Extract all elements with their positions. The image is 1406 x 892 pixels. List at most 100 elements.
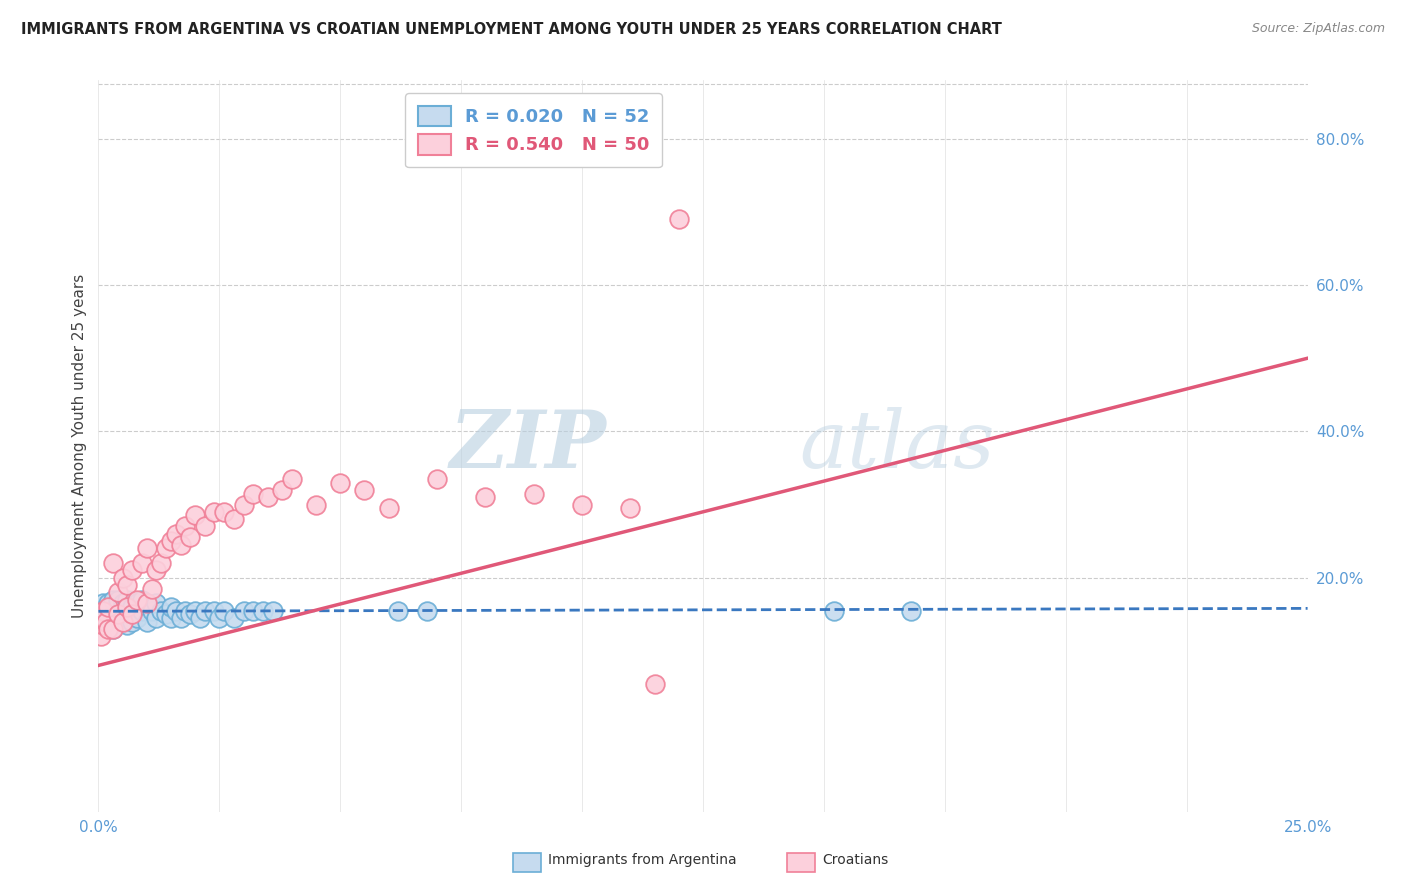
Point [377, 501, 399, 516]
Point [571, 498, 593, 512]
Point [145, 563, 167, 577]
Point [222, 611, 245, 625]
Point [668, 212, 690, 227]
Point [169, 611, 191, 625]
Point [165, 526, 187, 541]
Point [222, 512, 245, 526]
Point [97, 615, 120, 629]
Point [91, 611, 114, 625]
Point [252, 603, 274, 617]
Point [101, 607, 124, 622]
Point [121, 607, 143, 622]
Point [135, 596, 157, 610]
Point [131, 556, 153, 570]
Point [107, 611, 129, 625]
Point [121, 599, 143, 614]
Legend: R = 0.020   N = 52, R = 0.540   N = 50: R = 0.020 N = 52, R = 0.540 N = 50 [405, 93, 662, 167]
Point [127, 611, 149, 625]
Point [644, 676, 666, 690]
Point [97, 622, 120, 636]
Point [165, 603, 187, 617]
Point [127, 596, 149, 610]
Point [121, 615, 143, 629]
Point [416, 603, 439, 617]
Point [107, 592, 129, 607]
Bar [513, 853, 541, 872]
Y-axis label: Unemployment Among Youth under 25 years: Unemployment Among Youth under 25 years [72, 274, 87, 618]
Point [160, 611, 183, 625]
Point [111, 615, 134, 629]
Point [523, 486, 546, 500]
Point [184, 508, 207, 523]
Point [131, 592, 153, 607]
Point [353, 483, 375, 497]
Point [329, 475, 352, 490]
Text: IMMIGRANTS FROM ARGENTINA VS CROATIAN UNEMPLOYMENT AMONG YOUTH UNDER 25 YEARS CO: IMMIGRANTS FROM ARGENTINA VS CROATIAN UN… [21, 22, 1002, 37]
Point [194, 603, 217, 617]
Point [97, 603, 120, 617]
Point [111, 596, 134, 610]
Point [155, 541, 177, 556]
Point [94, 607, 117, 622]
Point [97, 596, 120, 610]
Point [107, 599, 129, 614]
Point [111, 571, 134, 585]
Point [900, 603, 922, 617]
Point [474, 490, 496, 504]
Point [204, 603, 226, 617]
Point [387, 603, 409, 617]
Text: Immigrants from Argentina: Immigrants from Argentina [548, 853, 737, 867]
Point [194, 519, 217, 533]
Point [184, 603, 207, 617]
Point [212, 505, 235, 519]
Point [101, 622, 124, 636]
Point [107, 585, 129, 599]
Point [305, 498, 328, 512]
Point [97, 599, 120, 614]
Point [90, 603, 112, 617]
Point [135, 615, 157, 629]
Point [188, 611, 211, 625]
Point [117, 618, 139, 632]
Text: atlas: atlas [800, 408, 995, 484]
Point [145, 596, 167, 610]
Point [426, 472, 449, 486]
Point [101, 622, 124, 636]
Point [91, 596, 114, 610]
Point [169, 538, 191, 552]
Point [281, 472, 304, 486]
Point [155, 607, 177, 622]
Text: ZIP: ZIP [450, 408, 606, 484]
Point [91, 603, 114, 617]
Point [232, 603, 254, 617]
Point [121, 563, 143, 577]
Point [141, 603, 163, 617]
Point [160, 599, 183, 614]
Point [117, 599, 139, 614]
Point [208, 611, 231, 625]
Point [101, 556, 124, 570]
Point [212, 603, 235, 617]
Point [117, 592, 139, 607]
Point [179, 607, 201, 622]
Point [94, 615, 117, 629]
Point [135, 596, 157, 610]
Point [256, 490, 278, 504]
Point [271, 483, 294, 497]
Point [262, 603, 284, 617]
Text: Croatians: Croatians [823, 853, 889, 867]
Point [131, 603, 153, 617]
Point [117, 578, 139, 592]
Point [150, 556, 173, 570]
Point [135, 541, 157, 556]
Point [179, 530, 201, 544]
Point [101, 592, 124, 607]
Point [90, 629, 112, 643]
Point [127, 592, 149, 607]
Point [242, 603, 264, 617]
Point [91, 618, 114, 632]
Point [242, 486, 264, 500]
Point [111, 615, 134, 629]
Point [107, 607, 129, 622]
Point [204, 505, 226, 519]
